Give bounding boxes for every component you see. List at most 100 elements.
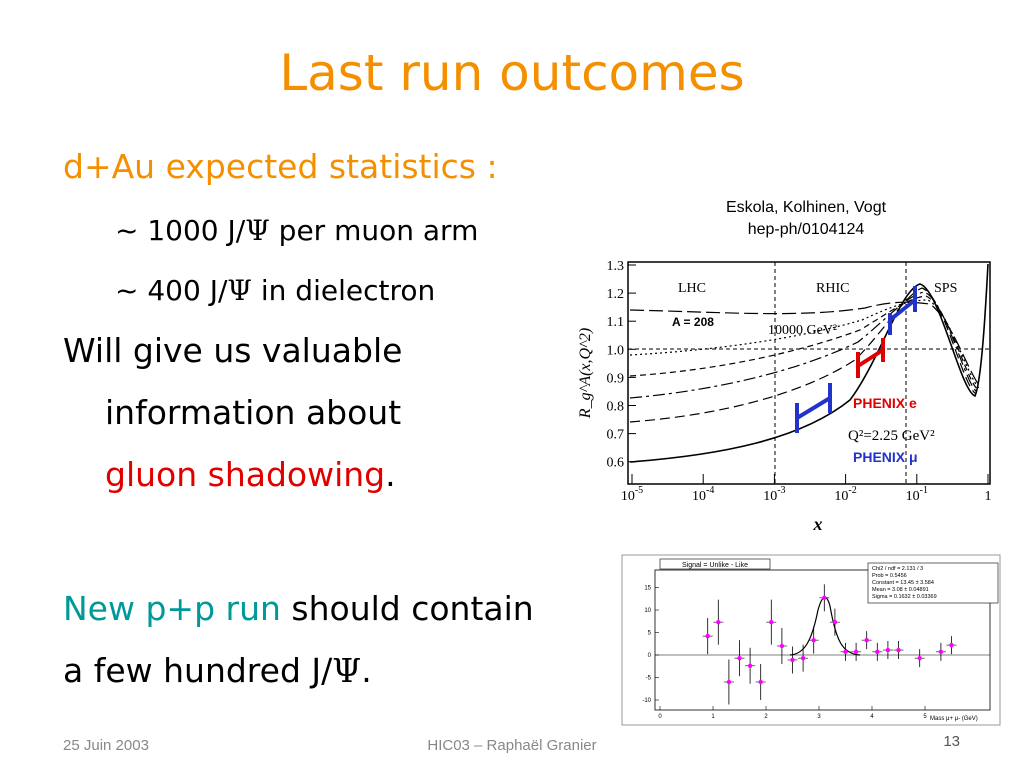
data-point <box>822 595 827 601</box>
frame <box>627 261 991 485</box>
text: d+Au expected statistics : <box>63 147 498 186</box>
body-text: d+Au expected statistics : ~ 1000 J/Ψ pe… <box>63 147 534 690</box>
data-point <box>800 655 806 661</box>
y-tick-label: 0.9 <box>607 371 625 386</box>
curve <box>629 295 979 391</box>
data-point <box>896 647 901 653</box>
data-point <box>811 637 816 643</box>
text: ~ 1000 J/ <box>115 214 246 247</box>
title-box <box>659 558 771 570</box>
bullet: a few hundred J/Ψ. <box>63 651 372 690</box>
slide-title: Last run outcomes <box>279 44 744 102</box>
symbol: Ψ <box>245 214 270 247</box>
stats-line: Mean = 3.08 ± 0.04891 <box>872 587 929 593</box>
y-tick-label: 0 <box>648 653 652 659</box>
y-tick-label: 5 <box>648 631 652 637</box>
sub-bullet: ~ 400 J/Ψ in dielectron <box>115 274 435 307</box>
y-tick-label: 15 <box>644 586 651 592</box>
q-label: 10000 GeV² <box>768 323 837 338</box>
data-point <box>917 655 922 661</box>
y-tick-label: 10 <box>644 608 651 614</box>
y-tick-label: 0.8 <box>607 400 625 415</box>
tick-exponent: -3 <box>777 485 785 496</box>
data-point <box>779 643 785 649</box>
text: . <box>361 651 372 690</box>
x-tick-label: 10-3 <box>763 485 785 504</box>
x-tick-label: 10-1 <box>906 485 928 504</box>
tick-exponent: -2 <box>848 485 856 496</box>
text: . <box>385 455 396 494</box>
phenix-mu-range <box>795 383 832 433</box>
y-tick-label: 1.0 <box>607 343 625 358</box>
data-point <box>790 657 795 663</box>
text: should contain <box>281 589 534 628</box>
x-tick-label: 3 <box>817 714 821 720</box>
tick-base: 1 <box>985 489 992 504</box>
points <box>702 584 957 705</box>
nucleus-label: A = 208 <box>672 315 714 329</box>
y-axis-label: R_g^A(x,Q^2) <box>577 328 594 419</box>
footer: 25 Juin 2003 HIC03 – Raphaël Granier 13 <box>63 733 960 754</box>
y-tick-label: 0.7 <box>607 428 625 443</box>
data-point <box>737 655 742 661</box>
bullet: d+Au expected statistics : <box>63 147 498 186</box>
y-tick-label: 0.6 <box>607 456 625 471</box>
tick-base: 10 <box>692 489 706 504</box>
tick-base: 10 <box>763 489 777 504</box>
x-tick-label: 10-2 <box>834 485 856 504</box>
stats-line: Constant = 13.45 ± 3.584 <box>872 580 934 586</box>
x-tick-label: 10-5 <box>621 485 643 504</box>
ticks: 1.31.21.11.00.90.80.70.610-5 10-4 10-3 10-2… <box>607 259 992 504</box>
phenix-mu-range <box>888 286 917 335</box>
tick-base: 10 <box>906 489 920 504</box>
text: a few hundred J/ <box>63 651 333 690</box>
data-point <box>832 619 838 625</box>
text: Will give us valuable <box>63 331 402 370</box>
x-tick-label: 5 <box>923 714 927 720</box>
x-tick-label: 4 <box>870 714 874 720</box>
stats-line: Prob = 0.5456 <box>872 573 907 579</box>
data-point <box>758 679 763 685</box>
bullet-cont: information about <box>105 393 401 432</box>
data-point <box>875 649 880 655</box>
region-label: SPS <box>934 281 957 296</box>
y-tick-label: 1.2 <box>607 287 625 302</box>
text: ~ 400 J/ <box>115 274 228 307</box>
symbol: Ψ <box>227 274 252 307</box>
data-point <box>853 649 859 655</box>
x-tick-label: 0 <box>658 714 662 720</box>
text: New p+p run <box>63 589 281 628</box>
curve <box>629 291 978 399</box>
data-point <box>769 619 774 625</box>
tick-exponent: -5 <box>635 485 643 496</box>
text: information about <box>105 393 401 432</box>
y-tick-label: 1.3 <box>607 259 625 274</box>
bullet-cont: gluon shadowing. <box>105 455 396 494</box>
region-label: RHIC <box>816 281 849 296</box>
ticks: 15 10 5 0 -5 -10 0 1 2 3 4 5 Chi2 / ndf = 2.131 / 3P… <box>642 566 936 720</box>
tick-base: 10 <box>834 489 848 504</box>
x-tick-label: 2 <box>764 714 768 720</box>
data-point <box>843 649 848 655</box>
mass-plot: Signal = Unlike - Like Mass μ+ μ- (GeV) … <box>621 554 1001 726</box>
caption: hep-ph/0104124 <box>748 221 865 238</box>
sub-bullet: ~ 1000 J/Ψ per muon arm <box>115 214 478 247</box>
curve <box>629 287 977 423</box>
bullet: New p+p run should contain <box>63 589 534 628</box>
y-tick-label: -10 <box>642 698 651 704</box>
data-point <box>885 647 891 653</box>
x-axis-label: x <box>813 514 823 534</box>
tick-exponent: -4 <box>706 485 714 496</box>
text: in dielectron <box>252 274 435 307</box>
curve <box>629 299 980 389</box>
symbol: Ψ <box>332 651 361 690</box>
footer-date: 25 Juin 2003 <box>63 737 149 754</box>
tick-base: 10 <box>621 489 635 504</box>
bullet: Will give us valuable <box>63 331 402 370</box>
data-point <box>938 649 944 655</box>
text: per muon arm <box>270 214 479 247</box>
stats-line: Chi2 / ndf = 2.131 / 3 <box>872 566 923 572</box>
caption: Eskola, Kolhinen, Vogt <box>726 199 887 216</box>
region-label: LHC <box>678 281 706 296</box>
